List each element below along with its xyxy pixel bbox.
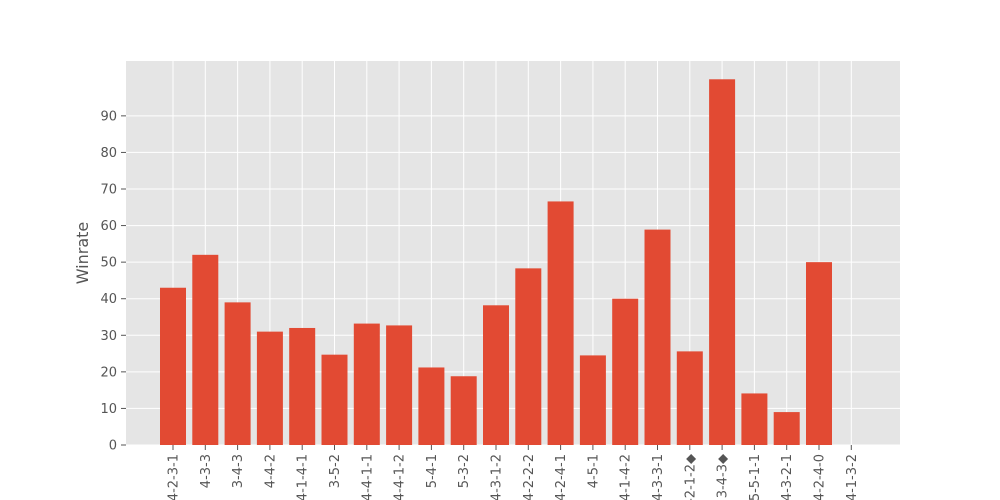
x-tick-label: 4-5-1 bbox=[586, 454, 601, 488]
y-tick-label: 50 bbox=[100, 256, 117, 271]
x-tick-label: 4-4-2 bbox=[263, 454, 278, 488]
bar bbox=[773, 412, 800, 445]
bar bbox=[386, 325, 413, 445]
bar bbox=[515, 268, 542, 445]
y-tick-label: 20 bbox=[100, 365, 117, 380]
y-tick-label: 40 bbox=[100, 292, 117, 307]
y-tick-label: 10 bbox=[100, 402, 117, 417]
y-tick-label: 0 bbox=[109, 439, 117, 454]
bar bbox=[450, 376, 477, 445]
x-tick-label: 5-4-1 bbox=[425, 454, 440, 488]
bar bbox=[644, 229, 671, 445]
x-tick-label: 4-2-2-2 bbox=[522, 454, 537, 500]
y-axis-label: Winrate bbox=[73, 222, 92, 285]
x-tick-label: 4-3-1-2 bbox=[490, 454, 505, 500]
y-axis: 0 10 20 30 40 50 60 70 80 90 bbox=[100, 109, 126, 454]
x-tick-label: 3-4-3 bbox=[231, 454, 246, 488]
bar bbox=[353, 323, 380, 445]
x-tick-label: 4-3-3-1 bbox=[651, 454, 666, 500]
bar bbox=[741, 393, 768, 445]
bar bbox=[547, 201, 574, 445]
x-tick-label: 3-5-2 bbox=[328, 454, 343, 488]
bar bbox=[806, 262, 832, 445]
plot-area bbox=[126, 61, 900, 445]
x-tick-label: 4-2-1-2◆ bbox=[683, 454, 698, 500]
bar bbox=[192, 254, 219, 445]
bar bbox=[256, 331, 283, 445]
y-tick-label: 90 bbox=[100, 109, 117, 124]
y-tick-label: 60 bbox=[100, 219, 117, 234]
bar bbox=[579, 355, 606, 445]
x-tick-label: 4-3-3 bbox=[199, 454, 214, 488]
bar bbox=[676, 351, 703, 445]
bar bbox=[160, 287, 186, 445]
bars bbox=[160, 79, 832, 446]
bar bbox=[418, 367, 445, 445]
y-tick-label: 80 bbox=[100, 146, 117, 161]
x-tick-label: 4-1-4-2 bbox=[619, 454, 634, 500]
x-tick-label: 4-1-3-2 bbox=[845, 454, 860, 500]
x-tick-label: 4-4-1-1 bbox=[360, 454, 375, 500]
bar bbox=[289, 327, 316, 445]
x-tick-label: 4-2-3-1 bbox=[167, 454, 182, 500]
bar bbox=[709, 79, 736, 446]
x-tick-label: 3-4-3◆ bbox=[716, 454, 731, 498]
x-tick-label: 5-3-2 bbox=[457, 454, 472, 488]
x-tick-label: 4-1-4-1 bbox=[296, 454, 311, 500]
y-tick-label: 30 bbox=[100, 329, 117, 344]
bar bbox=[612, 298, 639, 445]
x-axis: 4-2-3-1 4-3-3 3-4-3 4-4-2 4-1-4-1 3-5-2 4-4-1-… bbox=[167, 445, 860, 500]
x-tick-label: 4-4-1-2 bbox=[393, 454, 408, 500]
x-tick-label: 4-2-4-0 bbox=[813, 454, 828, 500]
bar bbox=[224, 302, 251, 445]
y-tick-label: 70 bbox=[100, 183, 117, 198]
bar bbox=[321, 354, 348, 445]
bar bbox=[483, 305, 509, 445]
x-tick-label: 4-3-2-1 bbox=[780, 454, 795, 500]
x-tick-label: 5-5-1-1 bbox=[748, 454, 763, 500]
x-tick-label: 4-2-4-1 bbox=[554, 454, 569, 500]
